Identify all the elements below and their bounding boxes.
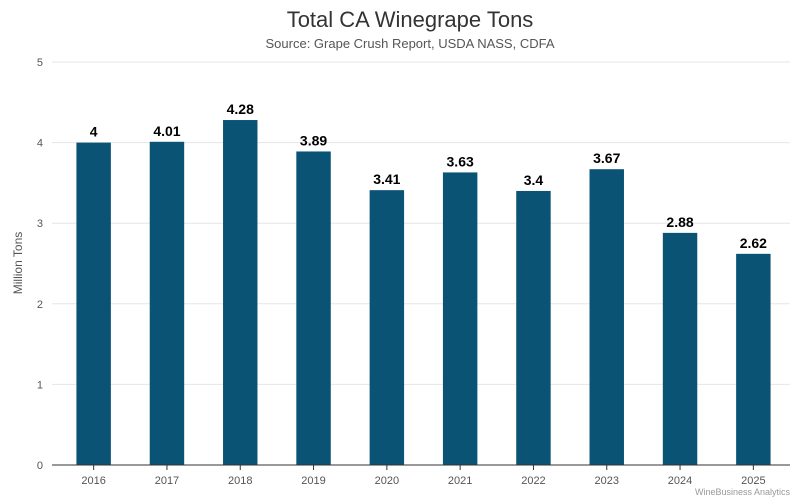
bar-2021 xyxy=(442,172,478,465)
data-labels: 4 4.01 4.28 3.89 3.41 3.63 3.4 3.67 2.88 2.62 xyxy=(90,101,767,251)
y-tick-label: 5 xyxy=(37,57,43,69)
y-axis-ticks: 0 1 2 3 4 5 xyxy=(37,57,43,472)
data-label: 3.67 xyxy=(593,150,620,166)
bar-2022 xyxy=(516,190,551,465)
bar-2017 xyxy=(149,141,185,465)
data-label: 3.4 xyxy=(524,172,544,188)
chart-subtitle: Source: Grape Crush Report, USDA NASS, C… xyxy=(266,36,555,51)
bars xyxy=(76,120,771,466)
x-tick-label: 2016 xyxy=(81,475,105,487)
x-tick-label: 2025 xyxy=(741,475,765,487)
x-tick-label: 2023 xyxy=(595,475,619,487)
data-label: 4.28 xyxy=(227,101,254,117)
y-tick-label: 2 xyxy=(37,299,43,311)
bar-2023 xyxy=(589,169,624,465)
x-tick-label: 2020 xyxy=(375,475,399,487)
x-axis-ticks: 2016 2017 2018 2019 2020 2021 2022 2023 2024 2025 xyxy=(81,465,766,487)
y-axis-title: Million Tons xyxy=(11,232,25,294)
y-tick-label: 3 xyxy=(37,218,43,230)
data-label: 2.62 xyxy=(740,235,767,251)
data-label: 3.41 xyxy=(373,171,400,187)
data-label: 4.01 xyxy=(153,123,180,139)
x-tick-label: 2017 xyxy=(155,475,179,487)
bar-2019 xyxy=(296,151,331,465)
x-tick-label: 2021 xyxy=(448,475,472,487)
bar-2025 xyxy=(736,253,771,465)
data-label: 4 xyxy=(90,124,98,140)
chart-title: Total CA Winegrape Tons xyxy=(287,7,534,32)
bar-2016 xyxy=(76,142,111,465)
x-tick-label: 2024 xyxy=(668,475,692,487)
y-tick-label: 0 xyxy=(37,460,43,472)
x-tick-label: 2018 xyxy=(228,475,252,487)
data-label: 3.63 xyxy=(447,153,474,169)
y-tick-label: 1 xyxy=(37,379,43,391)
data-label: 2.88 xyxy=(666,214,693,230)
y-tick-label: 4 xyxy=(37,138,43,150)
bar-2024 xyxy=(662,232,698,465)
data-label: 3.89 xyxy=(300,132,327,148)
x-tick-label: 2022 xyxy=(521,475,545,487)
x-tick-label: 2019 xyxy=(301,475,325,487)
chart-credit: WineBusiness Analytics xyxy=(695,487,791,497)
bar-2020 xyxy=(369,190,405,466)
bar-2018 xyxy=(223,120,258,466)
